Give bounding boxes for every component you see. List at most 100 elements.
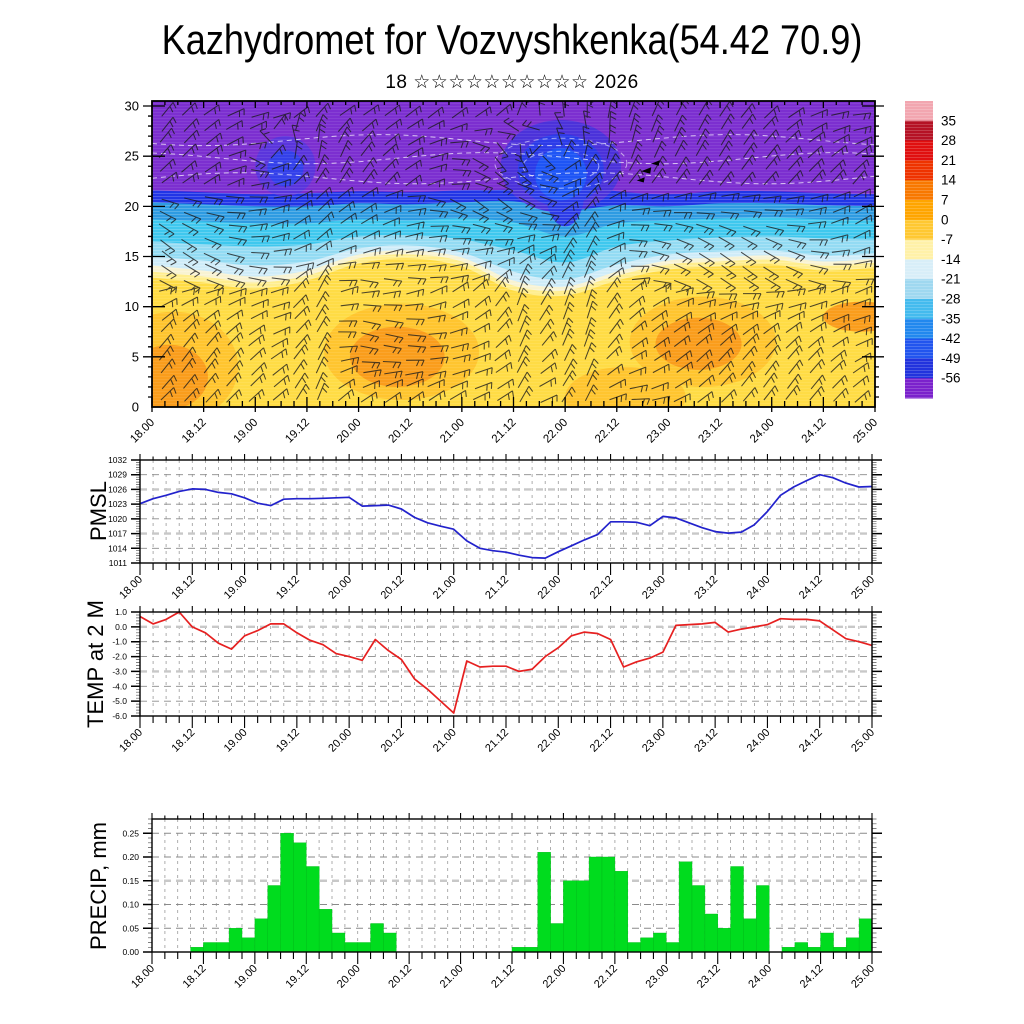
precip-bar [306,866,320,953]
x-tick-label: 19.00 [232,417,261,446]
y-tick-label: 0.15 [122,876,139,886]
precip-bar [203,942,217,953]
y-tick-label: 1011 [109,558,128,568]
colorbar-tick-label: 35 [941,113,956,128]
page-title: Kazhydromet for Vozvyshkenka(54.42 70.9) [161,16,863,63]
precip-bar [318,909,333,953]
x-tick-label: 23.00 [643,963,671,991]
x-tick-label: 24.00 [745,574,773,602]
precip-bar [370,923,384,953]
x-tick-label: 21.12 [483,574,511,602]
x-tick-label: 21.00 [431,574,459,602]
x-tick-label: 18.00 [129,963,157,991]
x-tick-label: 23.12 [692,574,720,602]
precip-bar [254,918,268,953]
precip-bar [743,918,757,953]
y-tick-label: 0.00 [122,947,139,957]
x-tick-label: 21.00 [438,963,466,991]
y-major-ticks [131,611,882,717]
x-tick-label: 22.00 [541,417,570,446]
time-ticks [139,606,873,728]
y-tick-label: 0.05 [122,923,139,933]
x-tick-label: 23.00 [645,417,674,446]
contour-line [522,150,600,182]
subtitle-year: 2026 [594,72,639,93]
contour-line [494,137,628,189]
colorbar-tick-label: -7 [941,232,953,247]
precip-axis-title: PRECIP, mm [86,822,111,950]
x-tick-label: 19.00 [222,727,250,755]
pmsl-line [139,473,873,559]
y-tick-label: -2.0 [112,652,127,662]
precip-bar [756,885,770,953]
precip-bar [344,942,358,953]
precip-bar [550,923,564,953]
y-tick-label: -6.0 [112,711,127,721]
y-tick-label: 15 [125,249,139,264]
precip-bar [293,842,307,953]
precip-bar [537,852,551,953]
x-tick-label: 24.12 [797,574,825,602]
y-tick-label: 0.0 [115,622,127,632]
y-tick-label: 25 [125,149,139,164]
precip-bar [794,942,809,953]
x-tick-label: 23.00 [640,727,668,755]
x-tick-label: 20.12 [386,963,414,991]
x-tick-label: 21.12 [483,727,511,755]
colorbar-tick-label: 14 [941,173,957,188]
precip-panel: 0.25 0.20 0.15 0.10 0.05 0.00 [122,813,882,964]
x-tick-label: 18.00 [117,727,145,755]
colorbar-tick-label: -14 [941,252,961,267]
precip-bar [601,856,616,953]
y-tick-label: -3.0 [112,666,127,676]
time-ticks [139,454,873,575]
x-tick-label: 22.00 [535,727,563,755]
contour-line [152,134,875,147]
x-tick-label: 20.12 [379,574,407,602]
x-tick-label: 22.12 [588,727,616,755]
x-tick-label: 20.00 [335,963,363,991]
x-tick-label: 23.12 [692,727,720,755]
y-tick-label: -5.0 [112,696,127,706]
pmsl-axis-title: PMSL [86,481,111,541]
colorbar-tick-label: -56 [941,371,961,386]
x-tick-label: 24.00 [745,727,773,755]
x-tick-label: 19.12 [283,963,311,991]
precip-bar [640,937,654,953]
panel-border [139,459,873,564]
x-tick-label: 24.12 [798,963,826,991]
precip-bar [280,833,294,953]
y-major-ticks [131,459,882,564]
pennant-flag [636,177,645,183]
y-tick-label: 0.10 [122,900,139,910]
x-tick-label: 25.00 [851,417,880,446]
y-major-ticks [143,832,882,953]
x-tick-label: 24.00 [746,963,774,991]
x-tick-label: 19.12 [274,727,302,755]
precip-bar [678,861,693,953]
y-tick-label: -1.0 [112,637,127,647]
precip-bar [241,937,256,953]
colorbar-tick-label: -49 [941,351,961,366]
subtitle-day: 18 [385,72,408,93]
x-tick-label: 20.00 [326,574,354,602]
precip-bar [717,928,731,953]
y-tick-label: 1020 [108,514,127,524]
x-tick-label: 21.12 [489,963,517,991]
x-tick-label: 22.12 [588,574,616,602]
y-tick-label: 1014 [108,543,127,553]
contour-line [152,152,875,165]
precip-bar [576,880,590,953]
y-tick-label: 10 [125,299,139,314]
x-tick-label: 18.12 [169,727,197,755]
x-tick-label: 21.00 [438,417,467,446]
x-tick-label: 24.00 [748,417,777,446]
pmsl-panel: 1032 1029 1026 1023 1020 1017 1014 1011 [108,454,882,575]
x-tick-label: 24.12 [797,727,825,755]
y-tick-label: 1017 [108,529,127,539]
colorbar-tick-label: 0 [941,212,949,227]
temp-axis-title: TEMP at 2 M [83,600,108,728]
y-tick-label: 0 [132,400,139,415]
x-tick-label: 20.00 [326,727,354,755]
